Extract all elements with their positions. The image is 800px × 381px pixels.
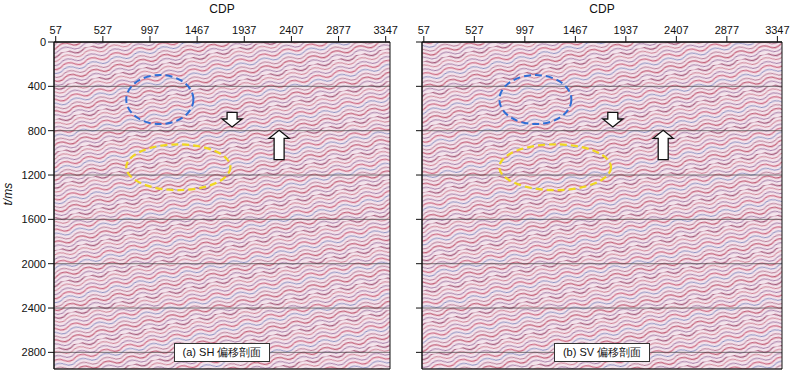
svg-text:2800: 2800 bbox=[22, 346, 46, 358]
svg-text:2400: 2400 bbox=[22, 302, 46, 314]
svg-text:1937: 1937 bbox=[614, 24, 638, 36]
svg-text:CDP: CDP bbox=[209, 2, 234, 16]
svg-text:57: 57 bbox=[50, 24, 62, 36]
html-text:(b) SV 偏移剖面: (b) SV 偏移剖面 bbox=[562, 346, 642, 358]
svg-text:2407: 2407 bbox=[664, 24, 688, 36]
svg-text:2000: 2000 bbox=[22, 258, 46, 270]
svg-text:57: 57 bbox=[418, 24, 430, 36]
svg-text:t/ms: t/ms bbox=[1, 183, 15, 206]
svg-text:1937: 1937 bbox=[232, 24, 256, 36]
svg-text:1600: 1600 bbox=[22, 213, 46, 225]
svg-text:2877: 2877 bbox=[326, 24, 350, 36]
svg-text:2407: 2407 bbox=[279, 24, 303, 36]
svg-text:527: 527 bbox=[465, 24, 483, 36]
svg-text:997: 997 bbox=[516, 24, 534, 36]
svg-text:2877: 2877 bbox=[715, 24, 739, 36]
svg-text:3347: 3347 bbox=[765, 24, 789, 36]
svg-text:997: 997 bbox=[141, 24, 159, 36]
svg-text:1200: 1200 bbox=[22, 169, 46, 181]
svg-text:1467: 1467 bbox=[563, 24, 587, 36]
svg-text:400: 400 bbox=[28, 80, 46, 92]
svg-text:CDP: CDP bbox=[589, 2, 614, 16]
svg-text:0: 0 bbox=[40, 36, 46, 48]
svg-text:3347: 3347 bbox=[373, 24, 397, 36]
svg-text:527: 527 bbox=[94, 24, 112, 36]
html-text:(a) SH 偏移剖面: (a) SH 偏移剖面 bbox=[182, 346, 262, 358]
svg-text:800: 800 bbox=[28, 125, 46, 137]
svg-text:1467: 1467 bbox=[185, 24, 209, 36]
